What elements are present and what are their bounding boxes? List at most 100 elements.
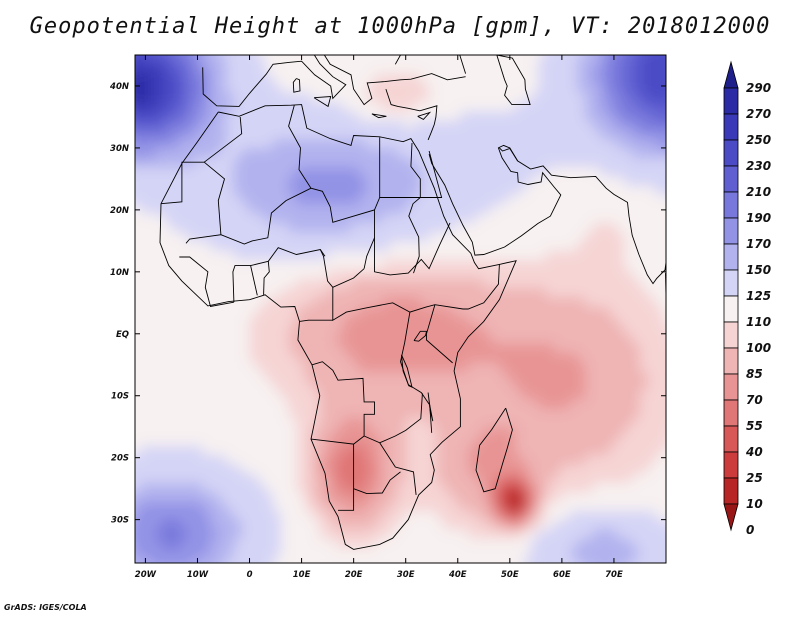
field-cell (218, 185, 227, 195)
colorbar-swatch (723, 477, 739, 505)
field-cell (429, 73, 438, 84)
field-cell (655, 463, 664, 474)
field-cell (273, 250, 282, 260)
field-cell (210, 556, 219, 563)
field-cell (538, 371, 547, 381)
field-cell (343, 278, 352, 288)
field-cell (436, 222, 446, 233)
field-cell (554, 305, 563, 316)
field-cell (304, 343, 313, 353)
field-cell (382, 315, 391, 326)
field-cell (538, 296, 547, 307)
field-cell (187, 343, 196, 353)
field-cell (546, 64, 555, 75)
field-cell (444, 482, 454, 493)
field-cell (390, 436, 399, 446)
field-cell (460, 194, 469, 205)
field-cell (273, 268, 282, 279)
field-cell (296, 352, 305, 363)
field-cell (280, 194, 290, 205)
field-cell (343, 64, 352, 75)
field-cell (155, 147, 165, 158)
field-cell (561, 473, 571, 484)
field-cell (179, 501, 188, 511)
field-cell (194, 519, 204, 530)
field-cell (405, 547, 415, 558)
field-cell (429, 110, 438, 121)
field-cell (413, 82, 422, 93)
field-cell (155, 528, 165, 539)
field-cell (600, 473, 610, 484)
field-cell (366, 436, 376, 446)
field-cell (577, 473, 586, 484)
field-cell (436, 129, 446, 140)
field-cell (436, 185, 446, 195)
field-cell (125, 473, 133, 483)
field-cell (585, 519, 594, 530)
field-cell (468, 268, 477, 279)
field-cell (554, 463, 563, 474)
field-cell (585, 389, 594, 400)
field-cell (296, 64, 305, 75)
field-cell (436, 101, 446, 112)
field-cell (241, 324, 251, 335)
field-cell (616, 110, 625, 121)
field-cell (171, 305, 180, 316)
field-cell (632, 213, 641, 223)
field-cell (640, 231, 649, 242)
field-cell (233, 287, 243, 298)
field-cell (491, 463, 500, 474)
field-cell (624, 315, 633, 326)
field-cell (515, 120, 524, 130)
field-cell (358, 268, 368, 279)
field-cell (218, 454, 227, 465)
field-cell (265, 538, 274, 549)
field-cell (211, 36, 219, 46)
field-cell (288, 519, 297, 530)
field-cell (561, 547, 571, 558)
field-cell (515, 73, 524, 84)
field-cell (530, 185, 539, 195)
field-cell (296, 110, 305, 121)
field-cell (226, 120, 235, 130)
field-cell (436, 436, 446, 446)
field-cell (444, 82, 454, 93)
field-cell (335, 519, 344, 530)
field-cell (413, 352, 422, 363)
field-cell (304, 501, 313, 511)
field-cell (561, 278, 571, 288)
field-cell (515, 417, 524, 428)
field-cell (507, 157, 516, 168)
field-cell (382, 278, 391, 288)
field-cell (280, 510, 290, 521)
field-cell (640, 175, 649, 186)
field-cell (288, 491, 297, 502)
field-cell (483, 501, 493, 511)
field-cell (194, 231, 204, 242)
field-cell (312, 324, 321, 335)
field-cell (460, 296, 469, 307)
field-cell (163, 408, 172, 418)
field-cell (593, 296, 602, 307)
coastlines-and-borders (159, 55, 666, 550)
field-cell (468, 55, 477, 65)
field-cell (241, 352, 251, 363)
field-cell (343, 510, 352, 521)
field-cell (226, 463, 235, 474)
field-cell (632, 222, 641, 233)
field-cell (281, 36, 289, 46)
field-cell (163, 361, 172, 372)
field-cell (561, 250, 571, 260)
field-cell (135, 371, 141, 381)
field-cell (640, 55, 649, 56)
field-cell (397, 240, 407, 251)
field-cell (608, 250, 618, 260)
field-cell (125, 111, 133, 121)
field-cell (530, 278, 539, 288)
field-cell (382, 55, 391, 65)
field-cell (491, 157, 500, 168)
field-cell (327, 138, 336, 149)
field-cell (179, 510, 188, 521)
field-cell (554, 371, 563, 381)
field-cell (327, 185, 336, 195)
